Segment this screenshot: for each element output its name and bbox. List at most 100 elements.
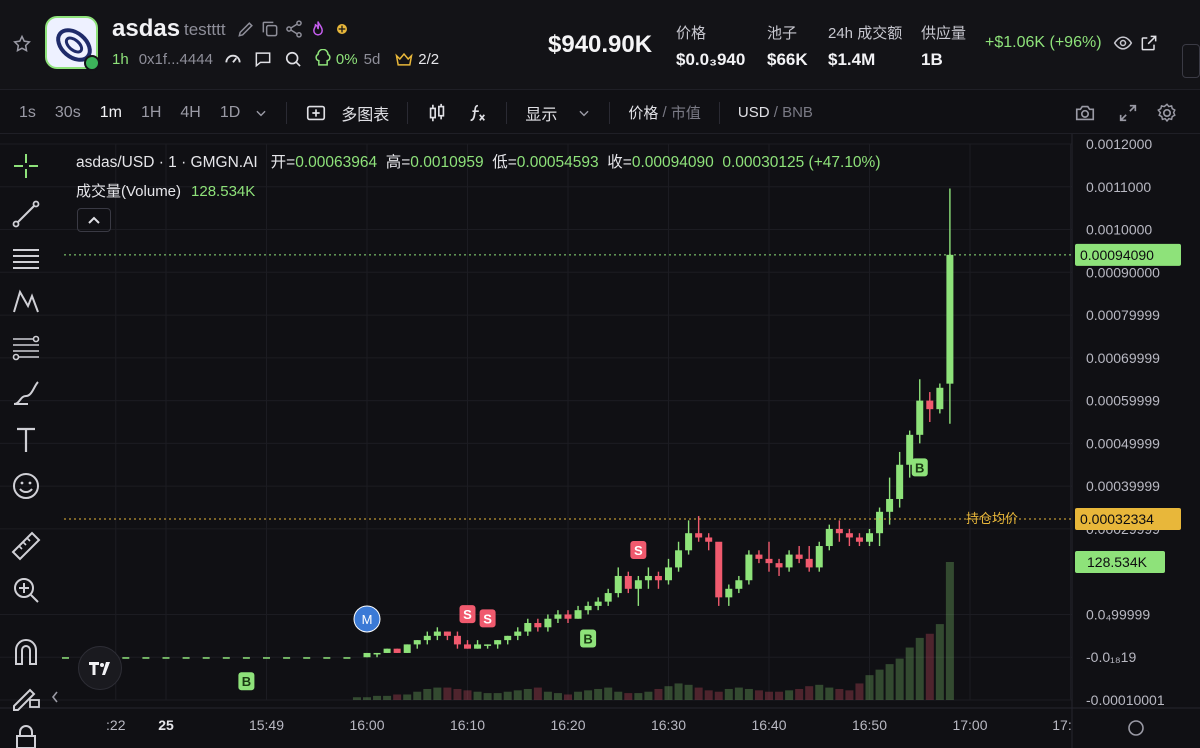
stat-label: 池子	[767, 25, 798, 42]
camera-icon[interactable]	[1073, 102, 1097, 124]
timeframe-30s[interactable]: 30s	[54, 103, 81, 121]
volume-bar	[513, 690, 522, 700]
y-tick-label: 0.0011000	[1086, 179, 1151, 195]
lock-draw-icon[interactable]	[10, 680, 42, 712]
candle-type-icon[interactable]	[426, 102, 448, 124]
drawing-toolbar	[0, 134, 58, 748]
volume-legend: 成交量(Volume) 128.534K	[76, 180, 255, 201]
avg-cost-label: 0.00032334	[1080, 511, 1154, 527]
x-tick-label: 15:49	[249, 717, 284, 733]
holder-percent: 0%	[335, 50, 358, 68]
multi-chart-button[interactable]: 多图表	[305, 101, 389, 125]
volume-bar	[614, 691, 623, 700]
legend-close: 0.00094090	[631, 154, 714, 171]
chef-hat-icon	[315, 49, 331, 66]
external-link-icon[interactable]	[1139, 33, 1159, 53]
ruler-icon[interactable]	[10, 530, 42, 562]
legend-low: 0.00054593	[516, 154, 599, 171]
indicators-fx-icon[interactable]	[466, 102, 488, 124]
candle-body	[62, 657, 69, 659]
magnet-icon[interactable]	[10, 636, 42, 668]
lock-icon[interactable]	[10, 724, 42, 748]
chat-edit-icon[interactable]	[253, 49, 273, 69]
volume-bar	[654, 688, 663, 700]
volume-bar	[453, 688, 462, 700]
price-toggle-label[interactable]: 价格	[628, 105, 659, 122]
edit-icon[interactable]	[236, 19, 256, 39]
candle-body	[574, 610, 582, 619]
mcap-toggle-label[interactable]: 市值	[670, 105, 701, 122]
pattern-tool-icon[interactable]	[10, 286, 42, 318]
volume-bar	[775, 691, 784, 700]
volume-badge	[1075, 551, 1165, 573]
fib-tool-icon[interactable]	[10, 332, 42, 364]
timeframe-1m[interactable]: 1m	[99, 103, 122, 121]
stat-price: 价格 $0.0₃940	[676, 22, 745, 70]
bnb-toggle-label[interactable]: BNB	[782, 104, 813, 121]
search-icon[interactable]	[283, 49, 303, 69]
stat-value: $66K	[767, 50, 808, 69]
candle-body	[926, 400, 934, 410]
token-address[interactable]: 0x1f...4444	[138, 50, 213, 68]
currency-toggle[interactable]: USD / BNB	[737, 104, 813, 121]
volume-bar	[724, 688, 733, 700]
brush-icon[interactable]	[10, 378, 42, 410]
timeframe-1s[interactable]: 1s	[19, 103, 36, 121]
marker-buy	[580, 629, 597, 648]
emoji-icon[interactable]	[10, 470, 42, 502]
settings-gear-icon[interactable]	[1155, 102, 1179, 124]
crosshair-icon[interactable]	[10, 150, 42, 182]
volume-bar	[574, 691, 583, 700]
volume-bar	[945, 562, 954, 700]
chart-canvas[interactable]: 0.0012000 0.0011000 0.0010000 0.00090000 0.0…	[0, 134, 1200, 748]
favorite-star-icon[interactable]	[12, 34, 32, 54]
timeframe-4h[interactable]: 4H	[180, 103, 201, 121]
chevron-down-icon[interactable]	[254, 106, 268, 120]
divider	[286, 101, 288, 124]
text-tool-icon[interactable]	[10, 424, 42, 456]
candle-body	[323, 657, 331, 659]
volume-bar	[433, 687, 442, 700]
timeframe-1d[interactable]: 1D	[219, 103, 241, 121]
volume-bar	[875, 669, 884, 700]
candle-body	[715, 541, 723, 598]
candle-body	[886, 498, 894, 512]
price-chart[interactable]: 0.0012000 0.0011000 0.0010000 0.00090000 0.0…	[0, 134, 1200, 748]
marker-sell-label: S	[483, 611, 492, 626]
copy-icon[interactable]	[260, 19, 280, 39]
zoom-in-icon[interactable]	[10, 574, 42, 606]
y-tick-label: 0.00090000	[1086, 264, 1160, 280]
sidebar-toggle-icon[interactable]	[1182, 44, 1200, 78]
usd-toggle-label[interactable]: USD	[737, 104, 770, 121]
price-mcap-toggle[interactable]: 价格 / 市值	[628, 104, 701, 122]
candle-body	[423, 635, 431, 641]
candle-body	[634, 580, 642, 589]
display-dropdown[interactable]: 显示	[525, 101, 591, 125]
y-tick-label: 0.0012000	[1086, 136, 1152, 152]
volume-bar	[765, 691, 773, 700]
share-icon[interactable]	[284, 19, 304, 39]
horizontal-lines-icon[interactable]	[10, 242, 42, 274]
stat-value: 1B	[921, 50, 943, 69]
chevron-up-icon	[88, 216, 100, 224]
timeframe-1h[interactable]: 1H	[140, 103, 162, 121]
candle-body	[654, 575, 662, 581]
legend-change: 0.00030125 (+47.10%)	[722, 154, 881, 171]
eye-icon[interactable]	[1113, 33, 1133, 53]
legend-open-label: 开=	[270, 154, 296, 171]
collapse-legend-button[interactable]	[77, 208, 111, 232]
candle-body	[283, 657, 291, 659]
fullscreen-icon[interactable]	[1116, 102, 1140, 124]
candle-body	[514, 631, 522, 636]
current-price-badge	[1075, 243, 1181, 266]
avg-cost-text: 持仓均价	[966, 512, 1018, 527]
volume-bar	[634, 693, 643, 700]
candle-body	[896, 464, 904, 499]
collapse-toolbar-icon[interactable]	[50, 690, 60, 704]
axis-settings-icon	[1128, 720, 1144, 736]
stat-supply: 供应量 1B	[921, 22, 966, 70]
tradingview-logo-icon[interactable]	[78, 646, 122, 690]
y-tick-label: 0.0010000	[1086, 222, 1152, 238]
volume-bar	[383, 695, 392, 700]
trend-line-icon[interactable]	[10, 198, 42, 230]
